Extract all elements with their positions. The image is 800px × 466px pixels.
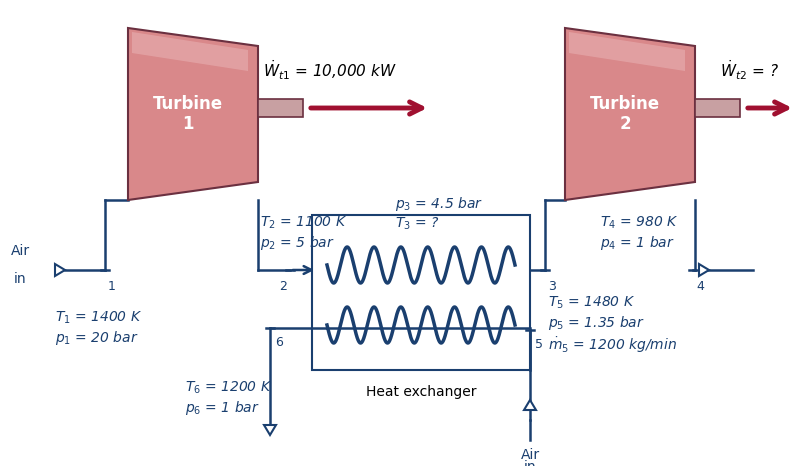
Text: 4: 4: [696, 280, 704, 293]
Polygon shape: [132, 32, 248, 71]
Bar: [312, 215, 530, 370]
FancyBboxPatch shape: [695, 99, 740, 117]
Text: in: in: [524, 460, 536, 466]
Text: Air: Air: [521, 448, 539, 462]
Polygon shape: [524, 400, 536, 410]
Text: Heat exchanger: Heat exchanger: [366, 385, 476, 399]
Polygon shape: [569, 32, 685, 71]
Text: $\dot{W}_{t1}$ = 10,000 kW: $\dot{W}_{t1}$ = 10,000 kW: [263, 58, 397, 82]
Text: $T_5$ = 1480 K
$p_5$ = 1.35 bar
$\dot{m}_5$ = 1200 kg/min: $T_5$ = 1480 K $p_5$ = 1.35 bar $\dot{m}…: [548, 295, 677, 355]
FancyBboxPatch shape: [258, 99, 303, 117]
Text: $T_4$ = 980 K
$p_4$ = 1 bar: $T_4$ = 980 K $p_4$ = 1 bar: [600, 215, 678, 252]
Polygon shape: [565, 28, 695, 200]
Text: $p_3$ = 4.5 bar
$T_3$ = ?: $p_3$ = 4.5 bar $T_3$ = ?: [395, 195, 483, 232]
Polygon shape: [699, 264, 709, 276]
Polygon shape: [264, 425, 276, 435]
Text: 2: 2: [279, 280, 287, 293]
Text: 3: 3: [548, 280, 556, 293]
Text: $T_6$ = 1200 K
$p_6$ = 1 bar: $T_6$ = 1200 K $p_6$ = 1 bar: [185, 380, 272, 417]
Polygon shape: [128, 28, 258, 200]
Text: Turbine
1: Turbine 1: [153, 95, 223, 133]
Text: $T_2$ = 1100 K
$p_2$ = 5 bar: $T_2$ = 1100 K $p_2$ = 5 bar: [260, 215, 347, 252]
Text: Turbine
2: Turbine 2: [590, 95, 660, 133]
Text: 1: 1: [108, 280, 116, 293]
Polygon shape: [55, 264, 65, 276]
Text: $\dot{W}_{t2}$ = ?: $\dot{W}_{t2}$ = ?: [720, 58, 779, 82]
Text: 5: 5: [535, 338, 543, 351]
Text: 6: 6: [275, 336, 283, 349]
Text: in: in: [14, 272, 26, 286]
Text: Air: Air: [10, 244, 30, 258]
Text: $T_1$ = 1400 K
$p_1$ = 20 bar: $T_1$ = 1400 K $p_1$ = 20 bar: [55, 310, 142, 347]
